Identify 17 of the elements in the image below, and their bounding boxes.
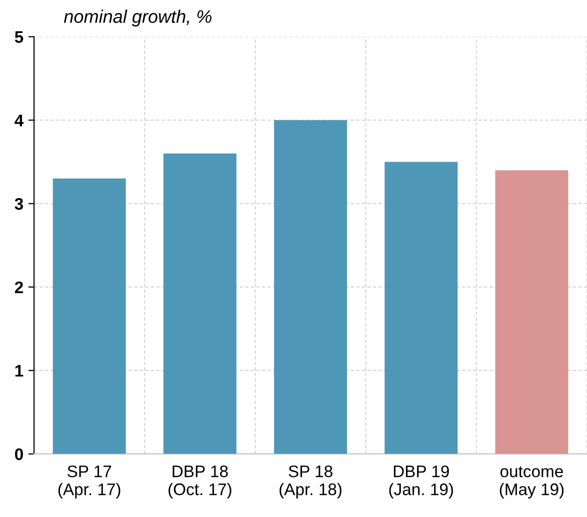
x-tick-label: outcome (May 19) <box>500 466 564 499</box>
y-tick-label: 4 <box>14 114 24 126</box>
bar <box>384 162 458 454</box>
y-tick-label: 0 <box>15 448 23 460</box>
y-tick-label: 2 <box>14 281 23 294</box>
bar <box>274 120 348 454</box>
y-tick-label: 1 <box>15 365 24 377</box>
y-tick-label: 5 <box>14 31 24 43</box>
y-tick-label: 3 <box>14 198 24 210</box>
x-tick-label: SP 18 (Apr. 18) <box>280 465 342 499</box>
x-tick-label: DBP 19 (Jan. 19) <box>389 465 453 499</box>
x-tick-label: DBP 18 (Oct. 17) <box>168 465 232 499</box>
bar <box>52 178 126 454</box>
y-axis-title: nominal growth, % <box>64 10 212 27</box>
x-tick-label: SP 17 (Apr. 17) <box>58 465 120 499</box>
bar <box>495 170 568 454</box>
bar <box>163 154 236 454</box>
